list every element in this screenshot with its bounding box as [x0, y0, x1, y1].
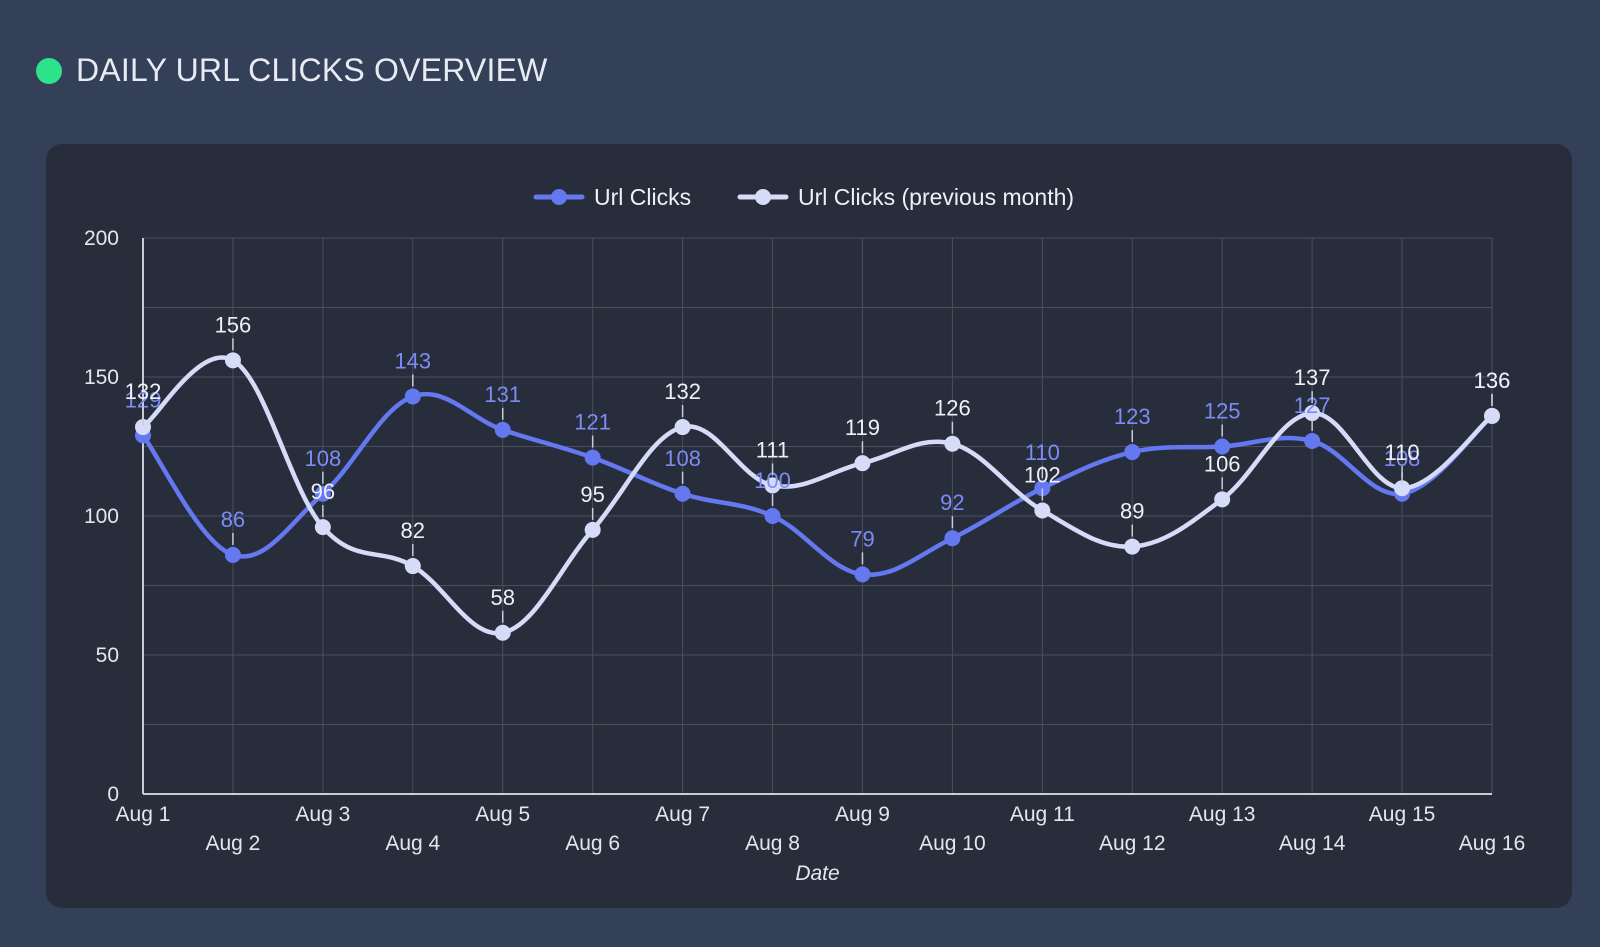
data-label: 96 — [311, 479, 335, 504]
x-tick-label: Aug 7 — [655, 803, 710, 826]
data-label: 79 — [850, 526, 874, 551]
legend-marker-icon — [551, 189, 567, 205]
data-point — [764, 477, 781, 494]
y-tick-label: 200 — [84, 227, 119, 250]
data-point — [494, 421, 511, 438]
data-label: 108 — [664, 446, 701, 471]
data-point — [494, 624, 511, 641]
data-label: 110 — [1025, 440, 1060, 465]
data-label: 125 — [1204, 399, 1241, 424]
grid — [143, 237, 1493, 794]
data-point — [674, 485, 691, 502]
x-tick-label: Aug 15 — [1369, 803, 1436, 826]
data-point — [314, 519, 331, 536]
legend-label: Url Clicks (previous month) — [798, 184, 1074, 210]
data-point — [1394, 480, 1411, 497]
data-label: 110 — [1385, 440, 1420, 465]
data-point — [1214, 438, 1231, 455]
x-tick-label: Aug 8 — [745, 832, 800, 855]
data-label: 92 — [940, 490, 964, 515]
x-tick-label: Aug 3 — [295, 803, 350, 826]
data-point — [1304, 432, 1321, 449]
x-tick-label: Aug 4 — [385, 832, 440, 855]
data-point — [404, 388, 421, 405]
x-tick-label: Aug 6 — [565, 832, 620, 855]
data-label: 106 — [1204, 451, 1241, 476]
data-label: 137 — [1294, 365, 1331, 390]
data-label: 119 — [845, 415, 880, 440]
x-tick-label: Aug 16 — [1459, 832, 1526, 855]
data-label: 111 — [756, 437, 789, 462]
data-label: 143 — [394, 348, 431, 373]
chart-card: 0 50 100 150 200 Aug 1 Aug 2 Aug 3 Aug 4 Aug 5 Aug… — [46, 144, 1572, 908]
legend-label: Url Clicks — [594, 184, 691, 210]
x-tick-label: Aug 1 — [116, 803, 171, 826]
data-point — [854, 455, 871, 472]
y-tick-label: 0 — [107, 783, 119, 806]
data-point — [1484, 407, 1500, 424]
axes: 0 50 100 150 200 Aug 1 Aug 2 Aug 3 Aug 4 Aug 5 Aug… — [84, 227, 1525, 885]
status-dot-icon — [36, 57, 62, 84]
series — [135, 352, 1500, 641]
data-point — [1214, 491, 1231, 508]
data-point — [1304, 405, 1321, 422]
legend-item: Url Clicks (previous month) — [737, 184, 1074, 210]
data-label: 95 — [580, 482, 604, 507]
data-label: 102 — [1024, 462, 1061, 487]
data-label: 131 — [484, 382, 521, 407]
data-label: 136 — [1474, 368, 1511, 393]
data-label: 136 — [1474, 368, 1511, 393]
data-point — [224, 546, 241, 563]
data-label: 108 — [305, 446, 342, 471]
series-url-clicks-previous-month — [135, 352, 1500, 641]
data-point — [1034, 480, 1051, 497]
data-point — [584, 449, 601, 466]
x-tick-label: Aug 11 — [1010, 803, 1075, 826]
x-tick-label: Aug 14 — [1279, 832, 1346, 855]
line-chart: 0 50 100 150 200 Aug 1 Aug 2 Aug 3 Aug 4 Aug 5 Aug… — [84, 184, 1525, 885]
y-tick-label: 50 — [96, 644, 119, 667]
data-label: 126 — [934, 396, 971, 421]
data-point — [1124, 444, 1141, 461]
x-tick-label: Aug 5 — [475, 803, 530, 826]
data-point — [314, 485, 331, 502]
y-tick-label: 100 — [84, 505, 119, 528]
data-label: 82 — [401, 518, 425, 543]
data-point — [404, 558, 421, 575]
data-label: 132 — [125, 379, 162, 404]
data-point — [854, 566, 871, 583]
x-tick-label: Aug 13 — [1189, 803, 1256, 826]
series-line — [141, 392, 1494, 578]
data-point — [1034, 502, 1051, 519]
page-header: DAILY URL CLICKS OVERVIEW — [36, 52, 548, 89]
x-tick-label: Aug 9 — [835, 803, 890, 826]
data-point — [944, 530, 961, 547]
y-tick-label: 150 — [84, 366, 119, 389]
data-label: 123 — [1114, 404, 1151, 429]
x-tick-label: Aug 12 — [1099, 832, 1166, 855]
data-label: 89 — [1120, 499, 1144, 524]
data-point — [1124, 538, 1141, 555]
series-line — [141, 355, 1494, 636]
legend-item: Url Clicks — [533, 184, 691, 210]
data-point — [224, 352, 241, 369]
legend: Url Clicks Url Clicks (previous month) — [533, 184, 1074, 210]
data-point — [944, 435, 961, 452]
data-label: 156 — [215, 312, 252, 337]
x-tick-label: Aug 2 — [205, 832, 260, 855]
x-axis-title: Date — [795, 862, 839, 885]
data-point — [135, 419, 151, 436]
data-label: 132 — [664, 379, 701, 404]
page-title: DAILY URL CLICKS OVERVIEW — [76, 52, 548, 88]
data-label: 121 — [574, 410, 611, 435]
data-point — [674, 419, 691, 436]
legend-marker-icon — [755, 189, 771, 205]
data-label: 86 — [221, 507, 245, 532]
data-label: 58 — [490, 585, 514, 610]
data-point — [584, 521, 601, 538]
x-tick-label: Aug 10 — [919, 832, 986, 855]
data-point — [764, 508, 781, 524]
